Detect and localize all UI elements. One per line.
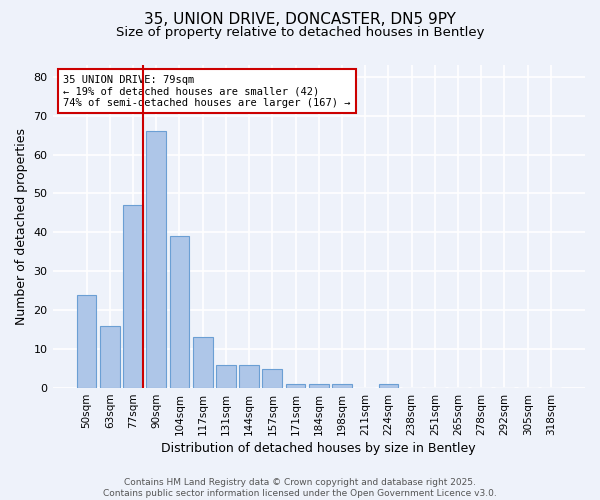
Text: 35 UNION DRIVE: 79sqm
← 19% of detached houses are smaller (42)
74% of semi-deta: 35 UNION DRIVE: 79sqm ← 19% of detached … bbox=[63, 74, 350, 108]
Y-axis label: Number of detached properties: Number of detached properties bbox=[15, 128, 28, 325]
Text: 35, UNION DRIVE, DONCASTER, DN5 9PY: 35, UNION DRIVE, DONCASTER, DN5 9PY bbox=[144, 12, 456, 28]
Bar bbox=[332, 384, 352, 388]
Bar bbox=[309, 384, 329, 388]
Text: Contains HM Land Registry data © Crown copyright and database right 2025.
Contai: Contains HM Land Registry data © Crown c… bbox=[103, 478, 497, 498]
Bar bbox=[77, 294, 97, 388]
Bar bbox=[239, 364, 259, 388]
Bar bbox=[146, 131, 166, 388]
Bar bbox=[286, 384, 305, 388]
Text: Size of property relative to detached houses in Bentley: Size of property relative to detached ho… bbox=[116, 26, 484, 39]
Bar bbox=[193, 338, 212, 388]
Bar bbox=[123, 205, 143, 388]
Bar bbox=[262, 368, 282, 388]
Bar bbox=[170, 236, 190, 388]
Bar bbox=[100, 326, 119, 388]
Bar bbox=[379, 384, 398, 388]
Bar bbox=[216, 364, 236, 388]
X-axis label: Distribution of detached houses by size in Bentley: Distribution of detached houses by size … bbox=[161, 442, 476, 455]
